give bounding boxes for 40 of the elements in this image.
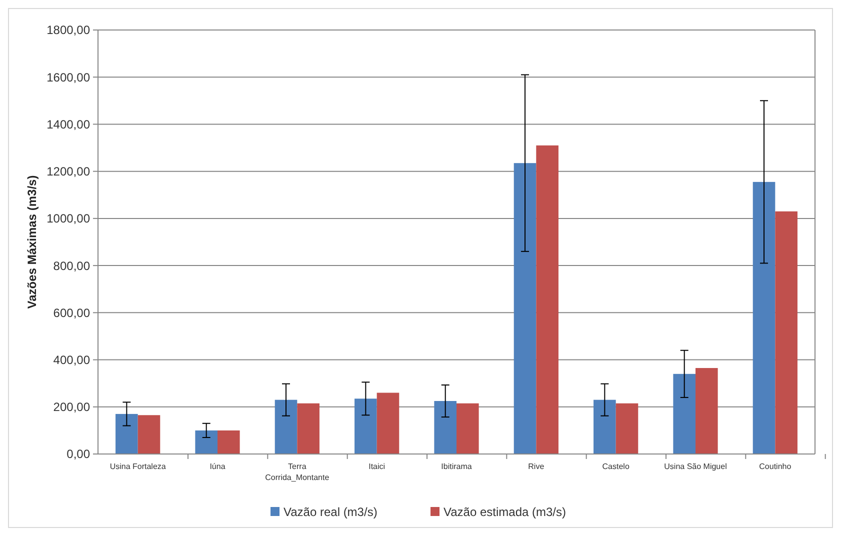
- bar: [536, 145, 558, 454]
- y-tick-label: 1800,00: [46, 23, 90, 38]
- y-axis-title: Vazões Máximas (m3/s): [25, 175, 39, 309]
- bar: [218, 430, 240, 454]
- y-tick-label: 1600,00: [46, 70, 90, 84]
- y-tick-label: 400,00: [53, 352, 90, 367]
- y-tick-label: 200,00: [53, 400, 90, 414]
- bar: [274, 400, 298, 454]
- bar: [434, 401, 456, 454]
- bar: [514, 163, 536, 454]
- bar: [752, 182, 776, 454]
- y-tick-label: 1000,00: [46, 212, 90, 226]
- x-tick-label: Castelo: [602, 462, 630, 471]
- bar: [456, 403, 479, 454]
- bar: [116, 414, 138, 454]
- y-tick-label: 1200,00: [46, 164, 90, 179]
- x-tick-label: Terra Corrida_Montante: [265, 462, 330, 482]
- bar: [354, 398, 377, 454]
- bar: [696, 368, 718, 454]
- y-tick-label: 600,00: [53, 306, 90, 320]
- bar: [138, 415, 160, 454]
- x-tick-label: Ibitirama: [441, 462, 472, 471]
- x-tick-label: Itaici: [368, 462, 386, 471]
- legend-label: Vazão estimada (m3/s): [444, 505, 566, 520]
- bar: [616, 403, 638, 454]
- bar: [297, 403, 320, 454]
- legend-label: Vazão real (m3/s): [284, 505, 378, 520]
- bar: [673, 374, 696, 454]
- bar: [195, 430, 218, 454]
- x-tick-label: Coutinho: [759, 462, 792, 471]
- bar: [594, 400, 616, 454]
- y-tick-label: 0,00: [66, 447, 90, 462]
- bar: [775, 211, 798, 454]
- x-tick-label: Usina São Miguel: [664, 462, 728, 471]
- x-tick-label: Iúna: [210, 462, 226, 471]
- bar: [376, 392, 400, 454]
- y-tick-label: 800,00: [53, 258, 90, 273]
- y-tick-label: 1400,00: [46, 117, 90, 132]
- x-tick-label: Rive: [528, 462, 545, 471]
- x-tick-label: Usina Fortaleza: [110, 462, 166, 471]
